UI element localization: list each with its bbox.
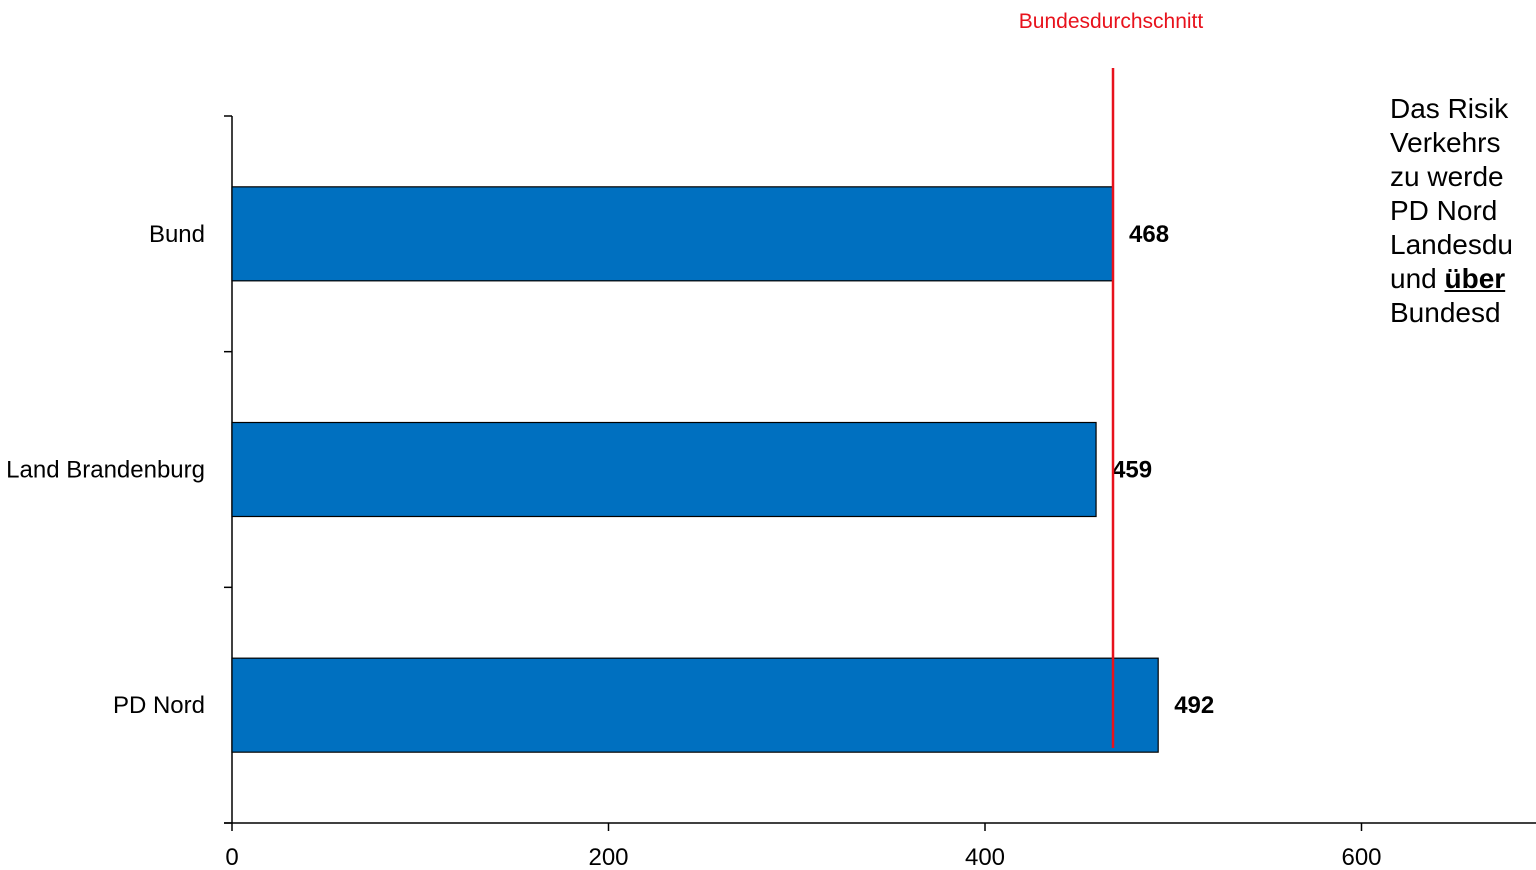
chart-axes: 0 200 400 600 [224, 115, 1536, 870]
side-text-line-3: zu werde [1390, 161, 1504, 192]
value-label: 492 [1174, 692, 1214, 719]
side-text-line-5: Landesdu [1390, 229, 1514, 260]
side-text-line-1: Das Risik [1390, 93, 1509, 124]
category-label: PD Nord [113, 692, 205, 719]
category-label: Bund [149, 221, 205, 248]
side-description: Das Risik Verkehrs zu werde PD Nord Land… [1390, 92, 1536, 330]
category-label: Land Brandenburg [6, 457, 205, 484]
side-text-line-2: Verkehrs [1390, 127, 1501, 158]
reference-line-group: Bundesdurchschnitt [1019, 10, 1204, 748]
side-text-line-7: Bundesd [1390, 297, 1501, 328]
side-text-line-6-emphasis: über [1444, 263, 1506, 294]
value-label: 468 [1129, 221, 1169, 248]
value-label: 459 [1112, 457, 1152, 484]
x-tick-label: 400 [965, 844, 1005, 870]
bar [231, 657, 1159, 753]
x-tick-label: 200 [588, 844, 628, 870]
side-text-line-6: und über [1390, 262, 1536, 296]
x-tick-label: 0 [225, 844, 238, 870]
bar [231, 186, 1114, 282]
x-tick-label: 600 [1341, 844, 1381, 870]
reference-line-label: Bundesdurchschnitt [1019, 10, 1204, 33]
side-text-line-4: PD Nord [1390, 195, 1498, 226]
side-text-line-6-prefix: und [1390, 263, 1445, 294]
label-group: Bund 468 Land Brandenburg 459 PD Nord 492 [6, 221, 1214, 719]
bar [231, 421, 1097, 518]
bar-group [231, 186, 1159, 753]
